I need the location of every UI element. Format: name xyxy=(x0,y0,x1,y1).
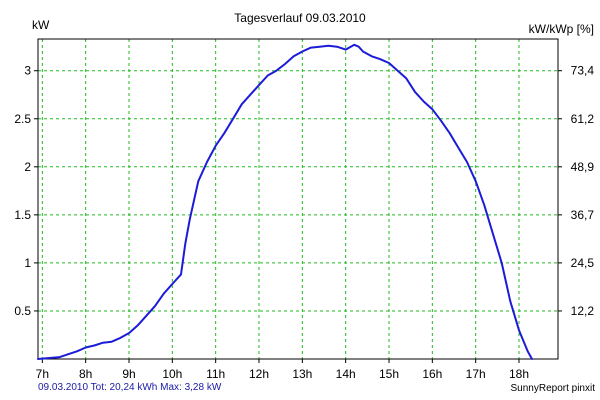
y-tick-label: 2 xyxy=(24,160,31,174)
x-tick-label: 13h xyxy=(292,367,312,381)
y-tick-label: 1 xyxy=(24,256,31,270)
series-line xyxy=(37,43,533,360)
y2-tick-label: 48,9 xyxy=(571,160,595,174)
y-tick-label: 1.5 xyxy=(14,208,31,222)
y2-tick-label: 73,4 xyxy=(571,64,595,78)
y-tick-label: 3 xyxy=(24,64,31,78)
x-tick-label: 11h xyxy=(206,367,225,381)
plot-frame xyxy=(37,38,559,360)
x-tick-label: 12h xyxy=(249,367,269,381)
y2-tick-label: 12,2 xyxy=(571,304,595,318)
x-tick-label: 8h xyxy=(79,367,92,381)
x-tick-label: 18h xyxy=(509,367,529,381)
x-tick-label: 16h xyxy=(422,367,442,381)
y-tick-label: 2.5 xyxy=(14,112,31,126)
y2-axis-label: kW/kWp [%] xyxy=(529,22,594,36)
y2-tick-label: 24,5 xyxy=(571,256,595,270)
axis-ticks: 7h 8h 9h 10h 11h 12h 13h 14h 15h 16h 17h 18h 0.5 1 1.5… xyxy=(14,64,594,381)
y-axis-label: kW xyxy=(32,18,50,32)
y2-tick-label: 36,7 xyxy=(571,208,595,222)
y2-tick-label: 61,2 xyxy=(571,112,595,126)
grid-lines xyxy=(38,39,558,359)
x-tick-label: 14h xyxy=(336,367,356,381)
y-tick-label: 0.5 xyxy=(14,304,31,318)
chart-title: Tagesverlauf 09.03.2010 xyxy=(234,11,366,25)
footer-brand: SunnyReport pinxit xyxy=(510,383,596,394)
x-tick-label: 17h xyxy=(466,367,486,381)
x-tick-label: 15h xyxy=(379,367,399,381)
x-tick-label: 7h xyxy=(36,367,49,381)
x-tick-label: 10h xyxy=(162,367,182,381)
x-tick-label: 9h xyxy=(122,367,135,381)
footer-stats: 09.03.2010 Tot: 20,24 kWh Max: 3,28 kW xyxy=(38,382,222,393)
